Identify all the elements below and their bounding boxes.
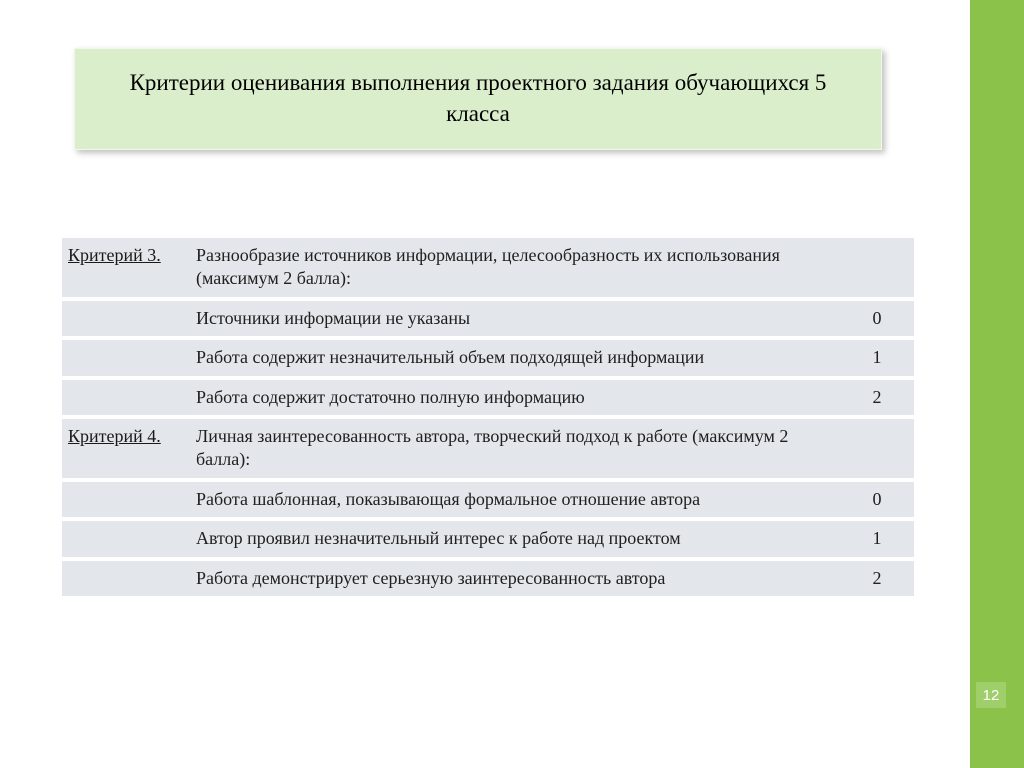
score-cell: 1 [842, 340, 914, 375]
description-cell: Разнообразие источников информации, целе… [190, 238, 842, 297]
score-cell [842, 238, 914, 297]
description-cell: Работа шаблонная, показывающая формально… [190, 482, 842, 517]
score-cell: 0 [842, 482, 914, 517]
table-row: Работа содержит достаточно полную информ… [62, 380, 914, 415]
table-row: Автор проявил незначительный интерес к р… [62, 521, 914, 556]
criterion-cell [62, 561, 190, 596]
page-number: 12 [983, 687, 1000, 704]
score-cell [842, 419, 914, 478]
table-row: Критерий 4. Личная заинтересованность авт… [62, 419, 914, 478]
slide-title: Критерии оценивания выполнения проектног… [130, 70, 827, 126]
table-row: Источники информации не указаны0 [62, 301, 914, 336]
criterion-cell [62, 380, 190, 415]
description-cell: Работа содержит незначительный объем под… [190, 340, 842, 375]
row-spacer [62, 596, 914, 600]
criterion-cell [62, 521, 190, 556]
table-row: Работа демонстрирует серьезную заинтерес… [62, 561, 914, 596]
description-cell: Личная заинтересованность автора, творче… [190, 419, 842, 478]
description-cell: Источники информации не указаны [190, 301, 842, 336]
score-cell: 2 [842, 380, 914, 415]
criteria-table: Критерий 3. Разнообразие источников инфор… [62, 238, 914, 600]
score-cell: 2 [842, 561, 914, 596]
table-row: Работа шаблонная, показывающая формально… [62, 482, 914, 517]
description-cell: Автор проявил незначительный интерес к р… [190, 521, 842, 556]
criterion-cell [62, 301, 190, 336]
table-row: Критерий 3. Разнообразие источников инфор… [62, 238, 914, 297]
description-cell: Работа содержит достаточно полную информ… [190, 380, 842, 415]
description-cell: Работа демонстрирует серьезную заинтерес… [190, 561, 842, 596]
criterion-label: Критерий 3. [68, 245, 161, 265]
score-cell: 1 [842, 521, 914, 556]
criterion-cell: Критерий 3. [62, 238, 190, 297]
criterion-cell [62, 340, 190, 375]
slide-title-box: Критерии оценивания выполнения проектног… [74, 48, 882, 150]
criterion-cell: Критерий 4. [62, 419, 190, 478]
accent-bar [970, 0, 1024, 768]
table-row: Работа содержит незначительный объем под… [62, 340, 914, 375]
criterion-cell [62, 482, 190, 517]
page-number-badge: 12 [976, 682, 1006, 708]
criterion-label: Критерий 4. [68, 426, 161, 446]
score-cell: 0 [842, 301, 914, 336]
